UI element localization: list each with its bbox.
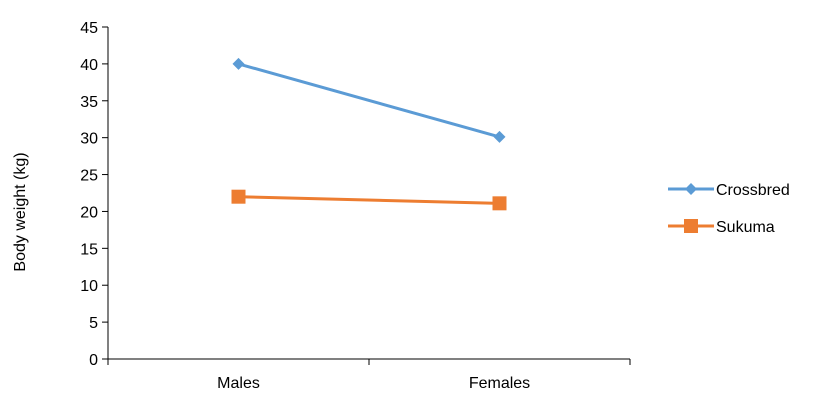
data-point-sukuma bbox=[492, 196, 507, 211]
legend-label-sukuma: Sukuma bbox=[716, 219, 775, 236]
series-line-sukuma bbox=[238, 195, 500, 205]
y-tick-label: 5 bbox=[89, 315, 98, 332]
data-point-crossbred bbox=[493, 130, 506, 143]
y-tick-label: 10 bbox=[80, 278, 98, 295]
y-axis-title: Body weight (kg) bbox=[12, 152, 29, 271]
x-axis: Males Females bbox=[107, 358, 631, 392]
y-tick-label: 15 bbox=[80, 241, 98, 258]
y-tick-label: 30 bbox=[80, 131, 98, 148]
data-point-crossbred bbox=[232, 57, 245, 70]
y-axis: 0 5 10 15 20 25 30 35 40 45 bbox=[80, 20, 109, 369]
x-tick-label: Males bbox=[217, 375, 260, 392]
series-line-crossbred bbox=[238, 62, 500, 139]
legend-marker-sukuma bbox=[684, 219, 698, 233]
data-point-sukuma bbox=[231, 189, 246, 204]
legend-marker-crossbred bbox=[685, 183, 697, 195]
y-tick-label: 0 bbox=[89, 352, 98, 369]
y-tick-label: 20 bbox=[80, 204, 98, 221]
x-tick-label: Females bbox=[469, 375, 530, 392]
y-tick-label: 40 bbox=[80, 57, 98, 74]
legend: Crossbred Sukuma bbox=[668, 182, 790, 236]
y-tick-label: 25 bbox=[80, 168, 98, 185]
y-tick-label: 45 bbox=[80, 20, 98, 37]
legend-label-crossbred: Crossbred bbox=[716, 182, 790, 199]
y-tick-label: 35 bbox=[80, 94, 98, 111]
series-layer bbox=[231, 57, 507, 211]
